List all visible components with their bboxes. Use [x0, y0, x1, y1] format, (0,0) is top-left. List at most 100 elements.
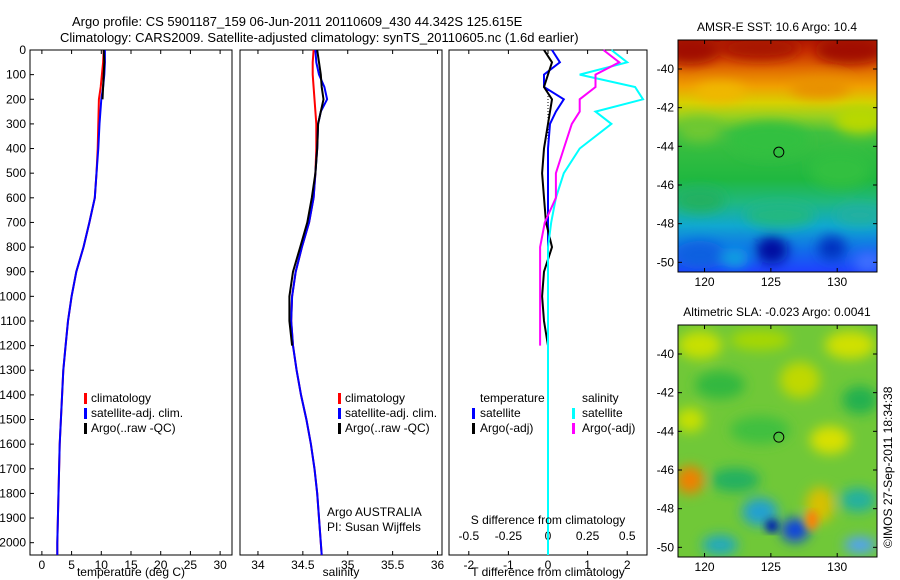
- series-line-s-satellite: [547, 49, 645, 555]
- legend-swatch: [572, 408, 575, 419]
- x-tick-label: 34.5: [291, 558, 315, 572]
- legend-swatch: [472, 408, 475, 419]
- lon-tick-label: 125: [761, 560, 781, 574]
- series-line-s-argo-adj-: [539, 49, 622, 346]
- legend-swatch: [338, 393, 341, 404]
- legend-swatch: [84, 393, 87, 404]
- difference-panel: -2 -1 0 1 2 -0.5 -0.25 0 0.25 0.5 T difference f…: [448, 49, 648, 579]
- legend-swatch: [84, 423, 87, 434]
- sla-argo-location-marker: [773, 431, 785, 443]
- depth-tick-label: 1200: [0, 339, 26, 353]
- legend-entry-label: Argo(-adj): [480, 421, 533, 435]
- temperature-x-label: temperature (deg C): [77, 565, 185, 579]
- legend-header-salinity: salinity: [582, 391, 619, 405]
- depth-tick-label: 0: [19, 43, 26, 57]
- temperature-panel: 0100200300400500600700800900100011001200…: [0, 43, 233, 579]
- depth-tick-label: 1800: [0, 486, 26, 500]
- argo-annotation-line2: PI: Susan Wijffels: [327, 520, 421, 534]
- lat-tick-label: -44: [657, 424, 675, 438]
- x-tick-label: 10: [95, 558, 109, 572]
- x-tick-label: 20: [154, 558, 168, 572]
- x-tick-label: 15: [124, 558, 138, 572]
- legend-entry-label: satellite-adj. clim.: [345, 406, 437, 420]
- x-tick-label: 36: [431, 558, 445, 572]
- depth-tick-label: 600: [6, 191, 26, 205]
- depth-tick-label: 900: [6, 265, 26, 279]
- difference-x2-label: S difference from climatology: [471, 513, 626, 527]
- legend-entry-label: Argo(..raw -QC): [345, 421, 430, 435]
- x-tick-label: 35: [341, 558, 355, 572]
- depth-tick-label: 1300: [0, 363, 26, 377]
- legend-entry-label: climatology: [91, 391, 151, 405]
- legend-entry-label: satellite: [480, 406, 521, 420]
- legend-entry-label: Argo(-adj): [582, 421, 635, 435]
- depth-tick-label: 100: [6, 68, 26, 82]
- x-tick-label: -2: [463, 558, 474, 572]
- legend-swatch: [572, 423, 575, 434]
- lon-tick-label: 130: [827, 275, 847, 289]
- lon-tick-label: 120: [695, 560, 715, 574]
- legend-swatch: [472, 423, 475, 434]
- lat-tick-label: -44: [657, 139, 675, 153]
- lat-tick-label: -40: [657, 347, 675, 361]
- lat-tick-label: -42: [657, 386, 675, 400]
- figure-title-line2: Climatology: CARS2009. Satellite-adjuste…: [60, 30, 579, 45]
- lat-tick-label: -40: [657, 62, 675, 76]
- imos-credit: ©IMOS 27-Sep-2011 18:34:38: [881, 386, 895, 548]
- x2-tick-label: -0.25: [495, 529, 523, 543]
- legend-entry-label: Argo(..raw -QC): [91, 421, 176, 435]
- legend-entry-label: satellite-adj. clim.: [91, 406, 183, 420]
- series-line-satellite-adj-clim-: [290, 49, 329, 556]
- depth-tick-label: 300: [6, 117, 26, 131]
- sla-map-panel: Altimetric SLA: -0.023 Argo: 0.0041: [657, 305, 878, 574]
- depth-tick-label: 700: [6, 215, 26, 229]
- argo-annotation-line1: Argo AUSTRALIA: [327, 505, 422, 519]
- x-tick-label: 2: [624, 558, 631, 572]
- depth-tick-label: 800: [6, 240, 26, 254]
- depth-tick-label: 400: [6, 142, 26, 156]
- lat-tick-label: -48: [657, 502, 675, 516]
- legend-header-temperature: temperature: [480, 391, 545, 405]
- lon-tick-label: 120: [695, 275, 715, 289]
- legend-entry-label: satellite: [582, 406, 623, 420]
- legend-swatch: [338, 408, 341, 419]
- x-tick-label: 5: [68, 558, 75, 572]
- sst-map-panel: AMSR-E SST: 10.6 Argo: 10.4: [657, 20, 878, 289]
- x-tick-label: 34: [251, 558, 265, 572]
- figure-title-line1: Argo profile: CS 5901187_159 06-Jun-2011…: [72, 14, 523, 29]
- depth-tick-label: 1500: [0, 413, 26, 427]
- salinity-panel: 34 34.5 35 35.5 36 salinity climatologysatel…: [239, 49, 445, 579]
- x2-tick-label: -0.5: [458, 529, 479, 543]
- lat-tick-label: -46: [657, 463, 675, 477]
- lon-tick-label: 130: [827, 560, 847, 574]
- depth-tick-label: 1100: [0, 314, 26, 328]
- sst-argo-location-marker: [773, 146, 785, 158]
- lat-tick-label: -46: [657, 178, 675, 192]
- depth-tick-label: 1000: [0, 289, 26, 303]
- sst-heatmap: [678, 40, 877, 272]
- sla-heatmap: [678, 325, 877, 557]
- series-line-argo-raw-qc-: [101, 49, 106, 100]
- depth-tick-label: 2000: [0, 536, 26, 550]
- x-tick-label: 35.5: [381, 558, 405, 572]
- x-tick-label: 25: [184, 558, 198, 572]
- x2-tick-label: 0.5: [619, 529, 636, 543]
- lat-tick-label: -50: [657, 255, 675, 269]
- x-tick-label: -1: [503, 558, 514, 572]
- salinity-x-label: salinity: [323, 565, 360, 579]
- legend-swatch: [338, 423, 341, 434]
- depth-tick-label: 1400: [0, 388, 26, 402]
- x2-tick-label: 0.25: [576, 529, 600, 543]
- lon-tick-label: 125: [761, 275, 781, 289]
- x-tick-label: 1: [584, 558, 591, 572]
- x-tick-label: 0: [545, 558, 552, 572]
- lat-tick-label: -50: [657, 540, 675, 554]
- depth-tick-label: 1600: [0, 437, 26, 451]
- x-tick-label: 30: [213, 558, 227, 572]
- sst-map-title: AMSR-E SST: 10.6 Argo: 10.4: [697, 20, 857, 34]
- depth-tick-label: 1900: [0, 511, 26, 525]
- sla-map-title: Altimetric SLA: -0.023 Argo: 0.0041: [683, 305, 871, 319]
